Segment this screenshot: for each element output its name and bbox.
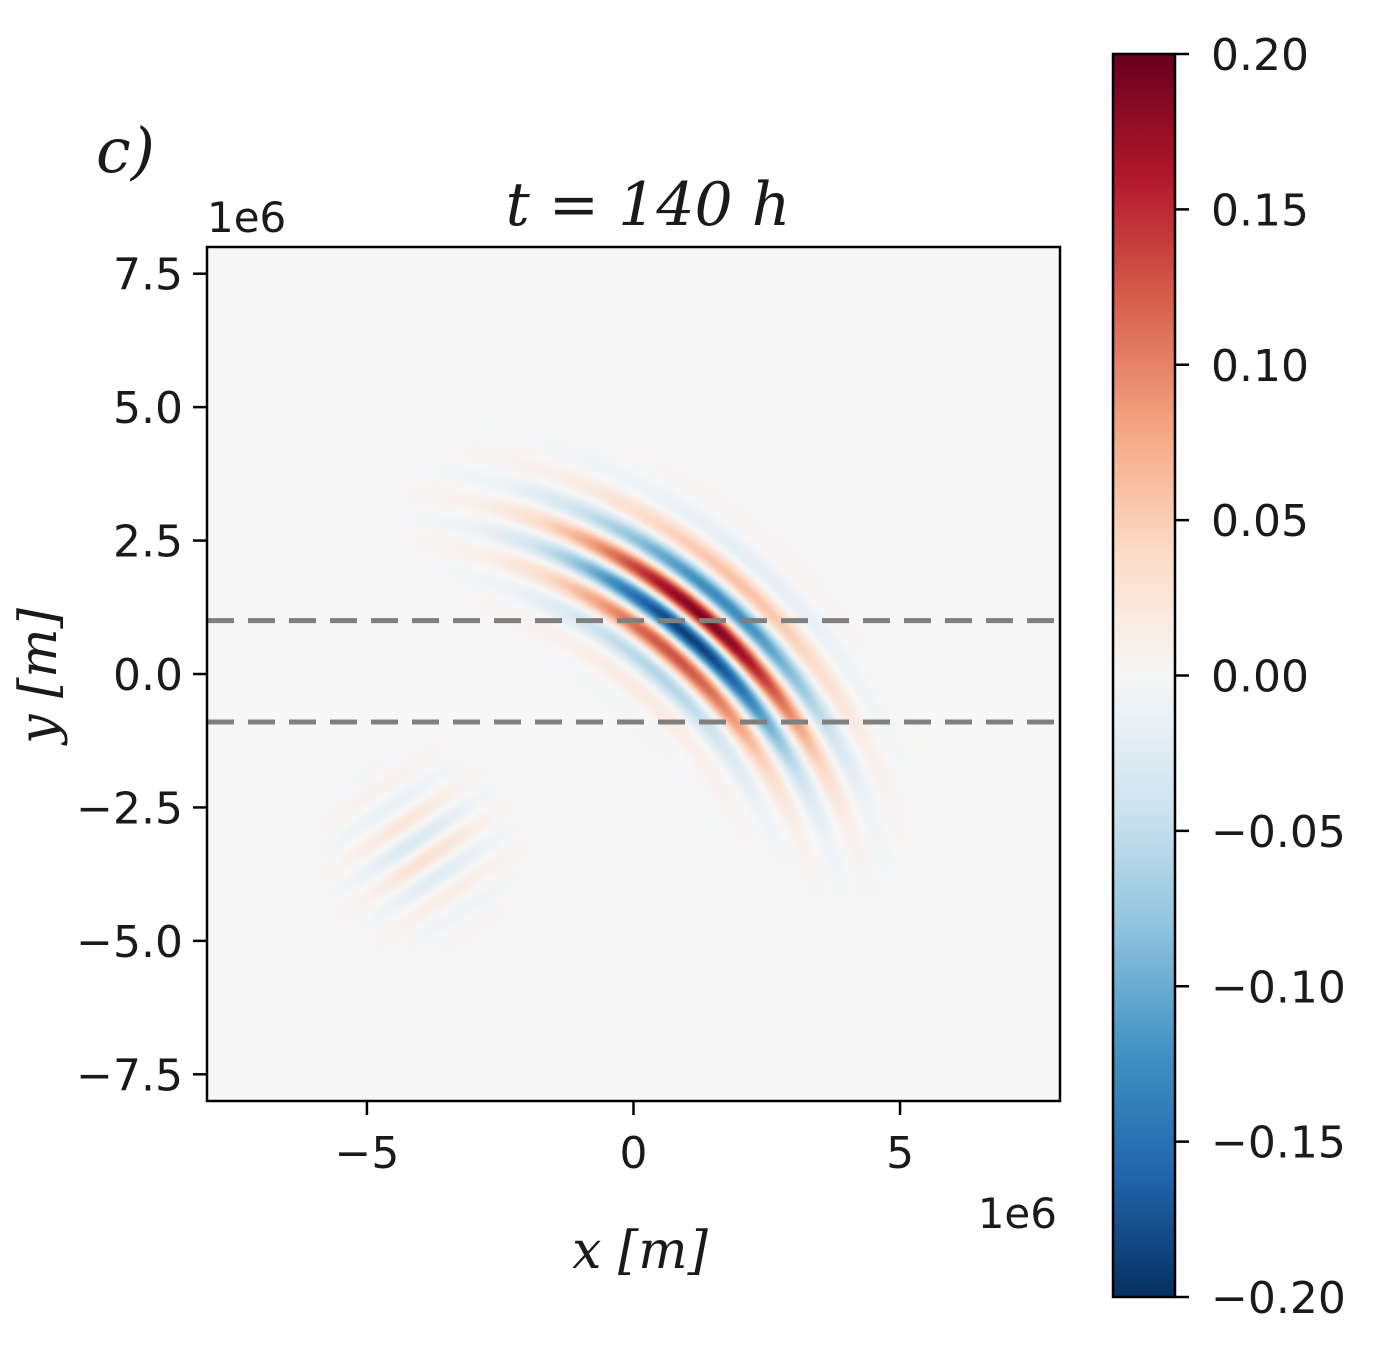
y-tick-label: 7.5: [113, 250, 183, 301]
y-tick-label: −2.5: [76, 783, 183, 834]
x-axis-label: x [m]: [572, 1221, 708, 1281]
y-tick-label: 2.5: [113, 517, 183, 568]
x-tick-label: −5: [335, 1128, 400, 1179]
x-tick-label: 0: [620, 1128, 648, 1179]
field-image: [207, 247, 1060, 1101]
colorbar-tick-label: 0.20: [1211, 30, 1309, 81]
y-axis-label: y [m]: [9, 607, 69, 746]
colorbar-tick-label: −0.20: [1211, 1273, 1346, 1324]
colorbar: 0.20 0.15 0.10 0.05 0.00 −0.05 −0.10 −0.15 −0.20: [1111, 30, 1346, 1324]
colorbar-tick-label: 0.15: [1211, 185, 1309, 236]
y-tick-label: 0.0: [113, 650, 183, 701]
y-axis: 7.5 5.0 2.5 0.0 −2.5 −5.0 −7.5: [76, 250, 207, 1101]
colorbar-tick-label: −0.15: [1211, 1118, 1346, 1169]
x-axis-offset: 1e6: [978, 1189, 1057, 1238]
field-heatmap: [207, 247, 1060, 1101]
x-axis: −5 0 5: [335, 1101, 914, 1179]
reference-lines: [207, 618, 1060, 725]
plot-area: [205, 245, 1062, 1103]
y-tick-label: 5.0: [113, 383, 183, 434]
panel-label: c): [96, 114, 155, 187]
colorbar-tick-label: −0.05: [1211, 807, 1346, 858]
x-tick-label: 5: [886, 1128, 914, 1179]
y-axis-offset: 1e6: [207, 193, 286, 242]
colorbar-tick-label: 0.05: [1211, 496, 1309, 547]
y-tick-label: −5.0: [76, 917, 183, 968]
chart-title: t = 140 h: [506, 170, 791, 240]
colorbar-tick-label: −0.10: [1211, 962, 1346, 1013]
colorbar-gradient: [1113, 54, 1175, 1297]
colorbar-tick-label: 0.10: [1211, 341, 1309, 392]
y-tick-label: −7.5: [76, 1050, 183, 1101]
colorbar-tick-label: 0.00: [1211, 652, 1309, 703]
colorbar-ticks: 0.20 0.15 0.10 0.05 0.00 −0.05 −0.10 −0.15 −0.20: [1175, 30, 1346, 1324]
